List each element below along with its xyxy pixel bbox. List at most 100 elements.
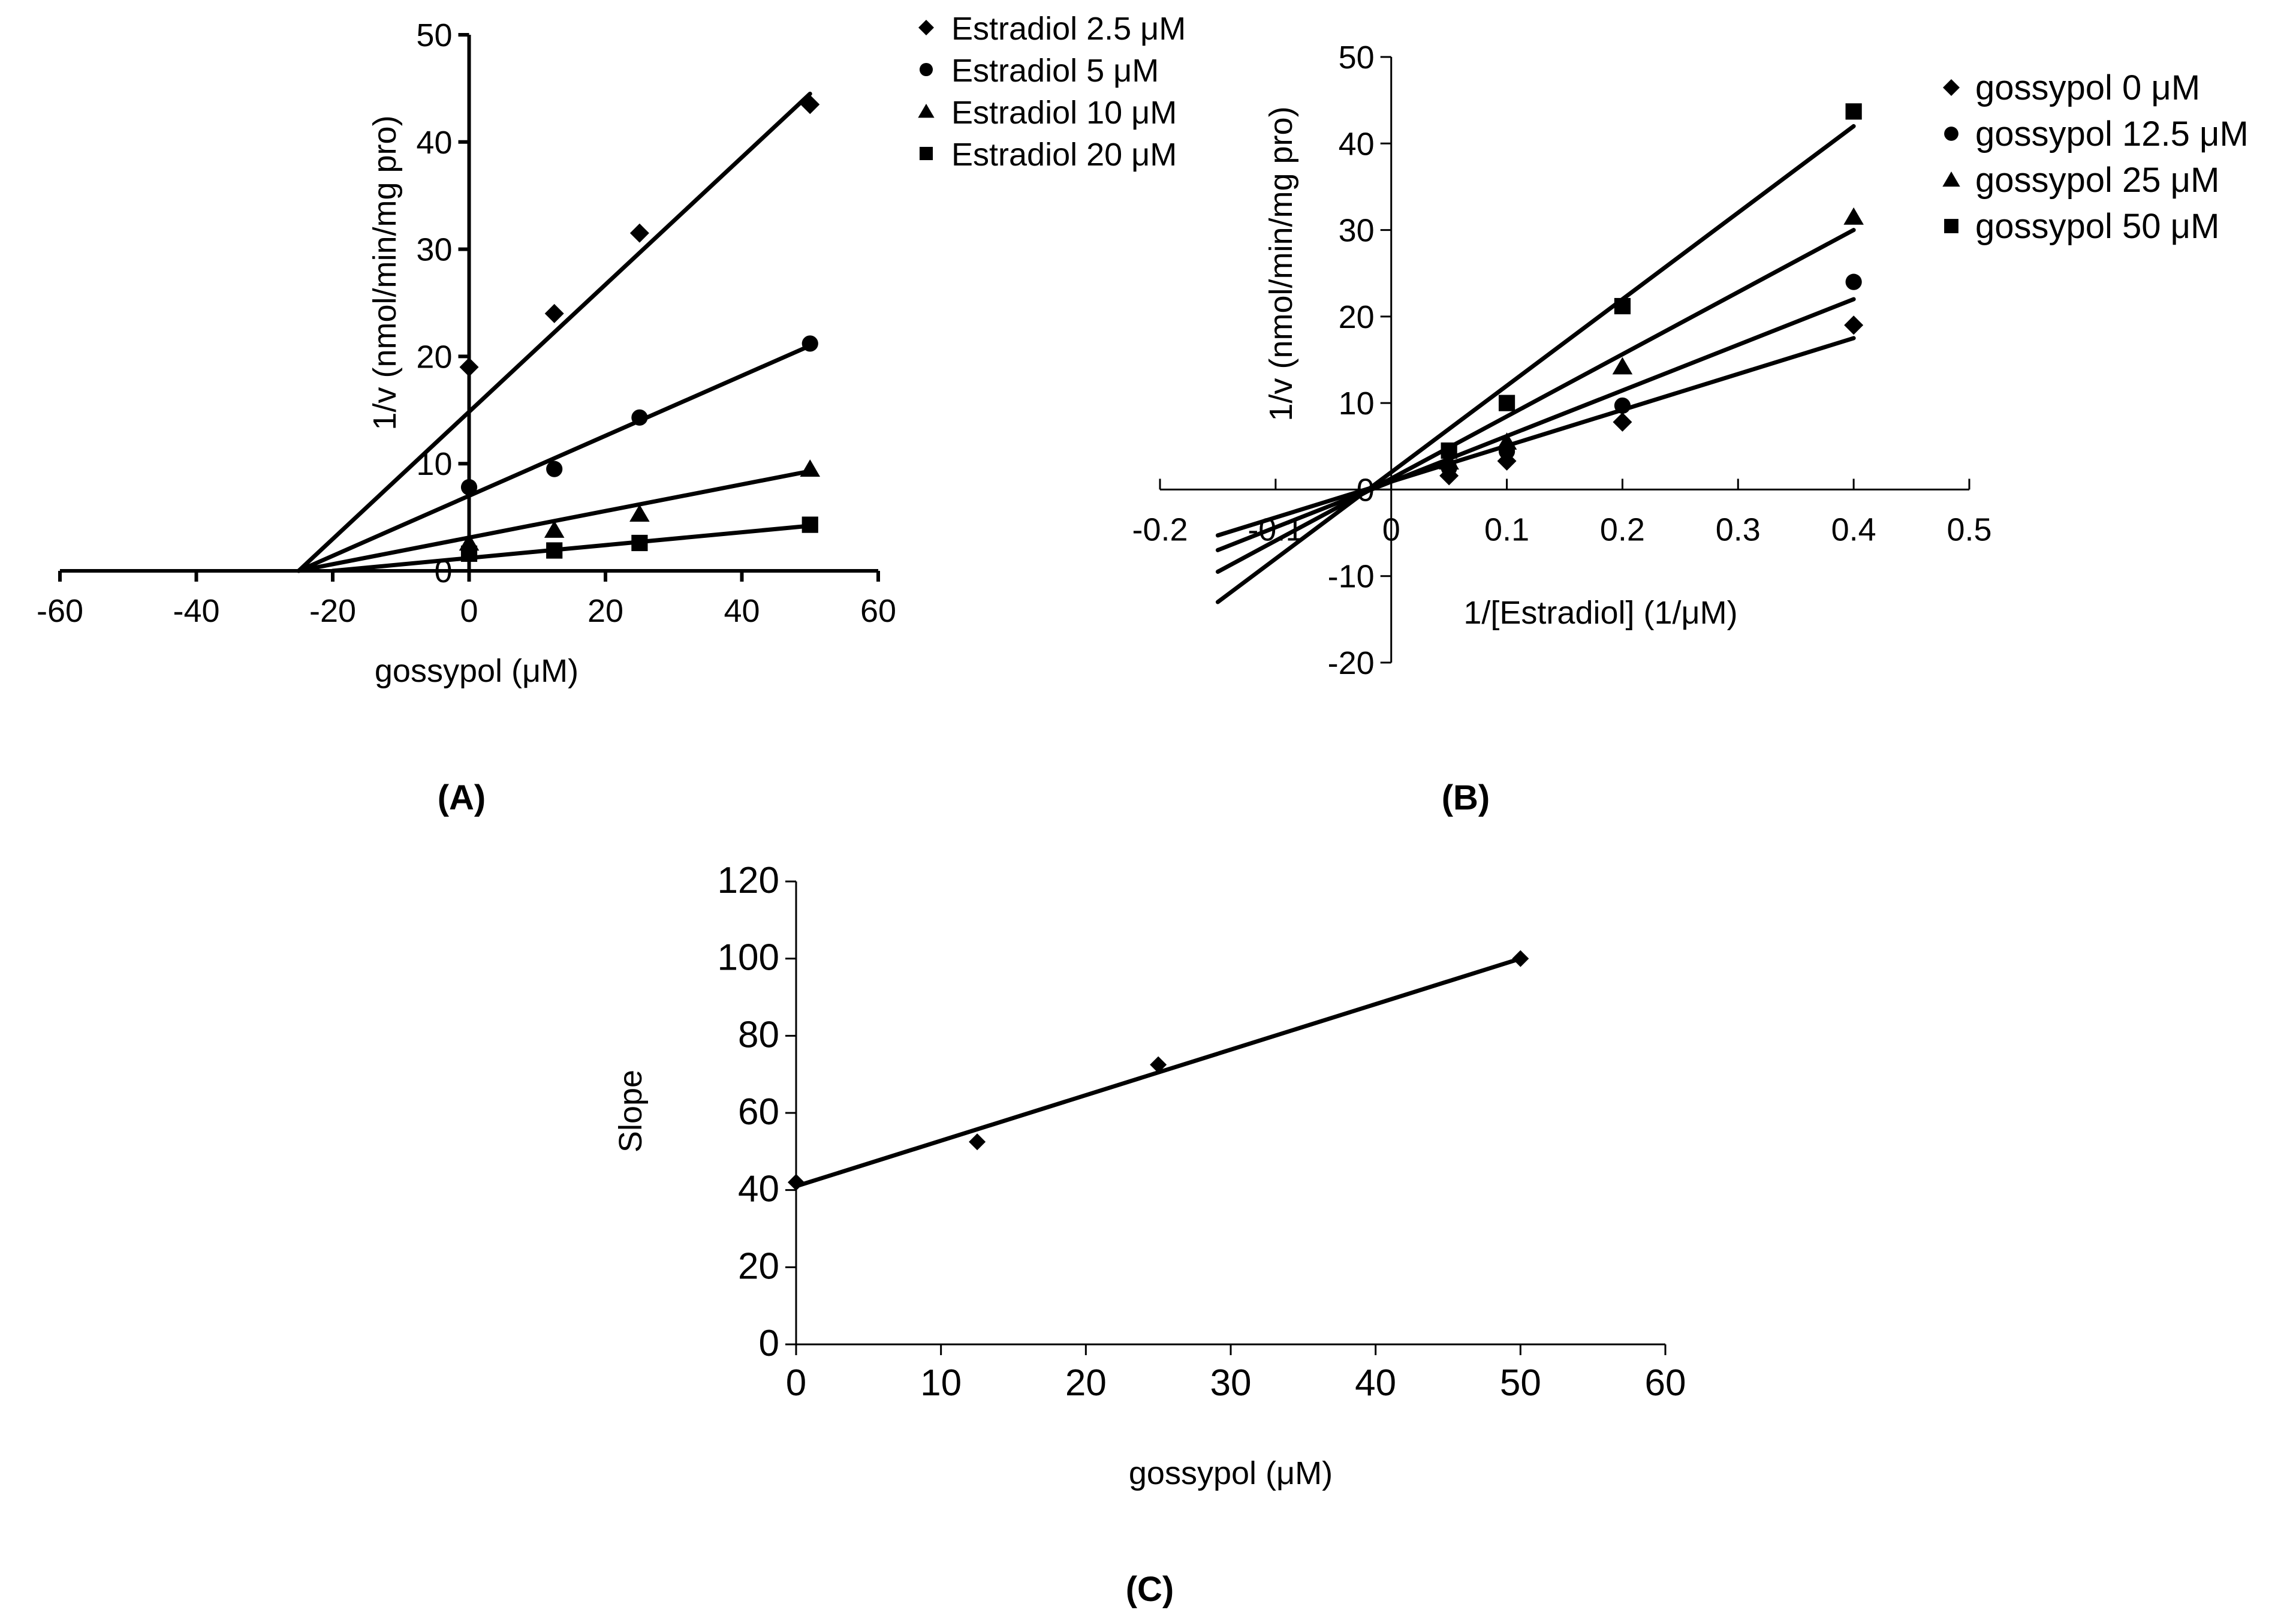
- data-point: [460, 479, 478, 496]
- data-point: [969, 1133, 986, 1151]
- data-point: [1845, 273, 1862, 290]
- data-point: [800, 459, 821, 477]
- fit-line: [1215, 336, 1856, 538]
- legend-marker: [1944, 219, 1958, 233]
- data-point: [788, 1173, 804, 1191]
- legend-marker: [919, 62, 933, 77]
- x-tick-label: 0.4: [1831, 511, 1876, 547]
- legend-label: Estradiol 5 μM: [951, 53, 1159, 89]
- panel-b: -0.2-0.100.10.20.30.40.5-20-100102030405…: [1132, 40, 2248, 817]
- panel-c: 0 10 20 30 40 50 60 0 20 40 60 80 100 120 gossypol (μM…: [613, 860, 1686, 1609]
- legend-marker: [1943, 79, 1960, 96]
- data-point: [1614, 297, 1631, 315]
- legend-marker: [1944, 127, 1958, 141]
- legend-label: gossypol 25 μM: [1975, 161, 2219, 200]
- x-tick-label: 20: [1065, 1362, 1107, 1404]
- fit-line: [1215, 124, 1856, 604]
- y-tick-label: 40: [738, 1169, 779, 1210]
- x-tick-label: 0.3: [1716, 511, 1761, 547]
- x-tick-label: -40: [173, 593, 219, 629]
- data-point: [802, 335, 818, 352]
- y-tick-label: 40: [416, 125, 452, 161]
- legend-marker: [918, 20, 934, 35]
- data-point: [1441, 442, 1457, 459]
- y-tick-label: 20: [738, 1245, 779, 1287]
- data-point: [460, 545, 478, 562]
- x-tick-label: 0: [460, 593, 478, 629]
- data-point: [1512, 950, 1529, 967]
- data-point: [1843, 207, 1864, 225]
- series-2: [296, 335, 818, 573]
- fit-line: [296, 344, 812, 573]
- legend-marker: [919, 146, 933, 161]
- x-axis-title: gossypol (μM): [375, 653, 578, 689]
- x-tick-label: 30: [1210, 1362, 1252, 1404]
- data-point: [1614, 397, 1631, 414]
- x-tick-label: 0: [786, 1362, 806, 1404]
- legend: Estradiol 2.5 μM Estradiol 5 μM Estradiol …: [918, 11, 1186, 173]
- y-tick-label: 10: [416, 446, 452, 482]
- data-point: [544, 520, 565, 538]
- y-axis-title: 1/v (nmol/min/mg pro): [1263, 106, 1299, 421]
- y-tick-label: 80: [738, 1014, 779, 1055]
- data-point: [629, 504, 650, 522]
- y-tick-label: 50: [416, 17, 452, 53]
- y-tick-label: 30: [1339, 213, 1375, 249]
- data-point: [1845, 103, 1862, 120]
- data-point: [802, 516, 818, 533]
- x-tick-label: 10: [920, 1362, 962, 1404]
- y-tick-label: 100: [718, 937, 779, 979]
- data-point: [631, 534, 648, 552]
- y-tick-label: 50: [1339, 40, 1375, 76]
- x-tick-label: 50: [1500, 1362, 1541, 1404]
- data-point: [546, 542, 563, 559]
- series-4: [330, 516, 818, 573]
- x-tick-label: 0.5: [1947, 511, 1991, 547]
- x-tick-label: 40: [724, 593, 760, 629]
- y-tick-label: 20: [416, 339, 452, 375]
- data-point: [800, 95, 820, 115]
- data-point: [1844, 315, 1864, 335]
- y-tick-label: 60: [738, 1091, 779, 1133]
- x-tick-label: -20: [309, 593, 356, 629]
- x-tick-label: 0.1: [1484, 511, 1529, 547]
- series-2: [1215, 273, 1862, 552]
- data-point: [631, 409, 648, 426]
- panel-label: (C): [1126, 1570, 1174, 1609]
- x-tick-label: 40: [1355, 1362, 1396, 1404]
- x-tick-label: 0: [1382, 511, 1400, 547]
- y-axis-title: Slope: [613, 1070, 649, 1152]
- data-point: [629, 223, 649, 243]
- legend-label: gossypol 12.5 μM: [1975, 115, 2249, 154]
- fit-line: [296, 91, 812, 573]
- legend-marker: [918, 104, 935, 118]
- series-1: [296, 91, 820, 573]
- data-point: [1498, 395, 1515, 411]
- legend-label: gossypol 50 μM: [1975, 207, 2219, 246]
- x-tick-label: 0.2: [1600, 511, 1645, 547]
- series-1: [1215, 315, 1864, 538]
- data-point: [1439, 452, 1459, 470]
- fit-line: [1215, 228, 1856, 574]
- y-tick-label: 10: [1339, 386, 1375, 422]
- y-tick-label: 0: [759, 1323, 779, 1364]
- legend-label: gossypol 0 μM: [1975, 68, 2200, 107]
- legend: gossypol 0 μM gossypol 12.5 μM gossypol 25…: [1942, 68, 2249, 246]
- y-tick-label: -10: [1328, 559, 1375, 595]
- legend-marker: [1942, 171, 1960, 187]
- series-4: [1215, 103, 1862, 604]
- y-tick-label: 40: [1339, 126, 1375, 162]
- data-point: [546, 461, 563, 477]
- x-tick-label: 60: [1645, 1362, 1686, 1404]
- legend-label: Estradiol 10 μM: [951, 95, 1177, 131]
- y-axis-title: 1/v (nmol/min/mg pro): [367, 115, 403, 430]
- data-point: [1150, 1056, 1167, 1073]
- data-point: [459, 357, 479, 377]
- data-point: [1612, 357, 1633, 375]
- panel-label: (B): [1442, 778, 1490, 817]
- data-point: [1613, 412, 1632, 432]
- series-1: [788, 950, 1529, 1191]
- fit-line: [330, 523, 812, 573]
- x-axis-title: gossypol (μM): [1129, 1455, 1333, 1491]
